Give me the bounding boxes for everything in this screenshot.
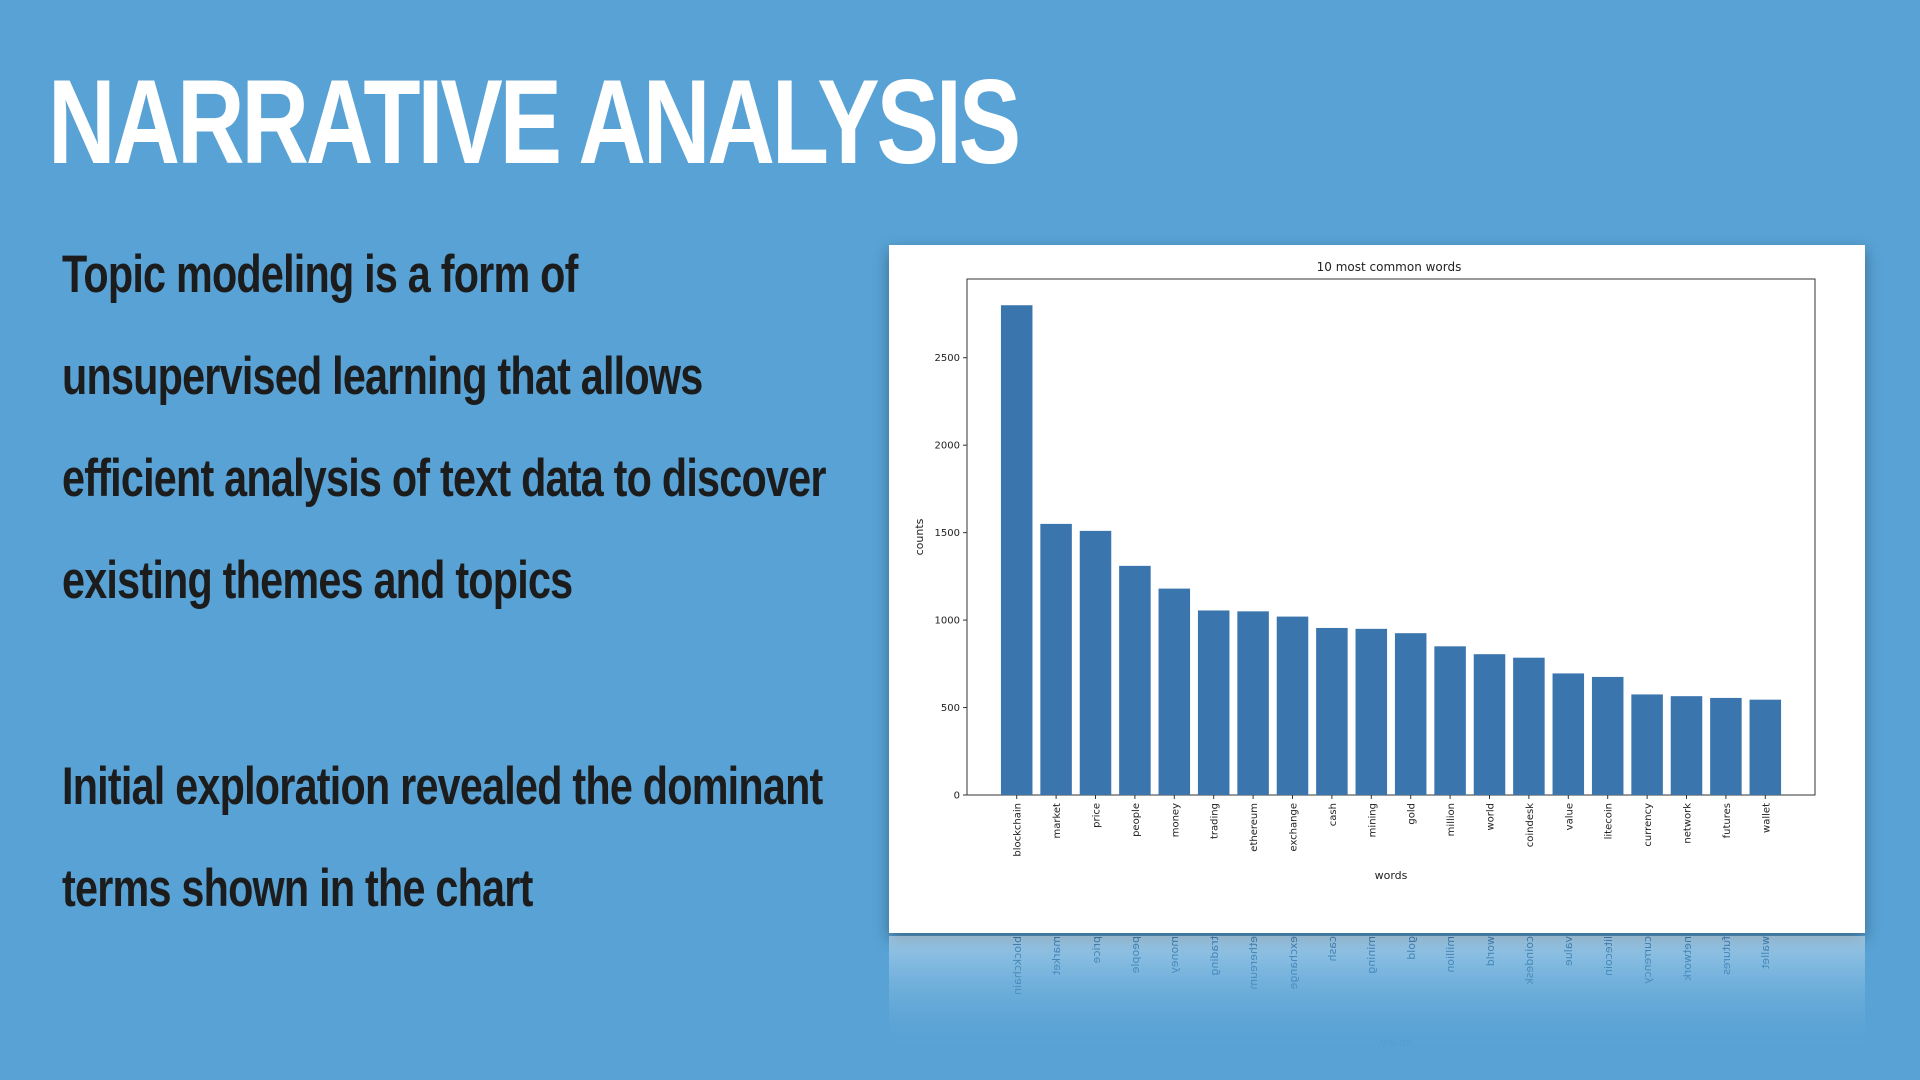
bar-ethereum (1237, 611, 1269, 795)
reflection-label-price: price (1089, 936, 1103, 964)
bar-coindesk (1513, 657, 1545, 795)
x-tick-label-price: price (1092, 803, 1103, 828)
bar-trading (1197, 610, 1230, 795)
x-tick-label-cash: cash (1328, 803, 1339, 826)
reflection-label-market: market (1050, 936, 1064, 976)
body-paragraph-initial-exploration: Initial exploration revealed the dominan… (62, 757, 823, 918)
reflection-label-million: million (1444, 936, 1458, 973)
reflection-label-mining: mining (1365, 936, 1379, 974)
x-tick-label-money: money (1170, 803, 1181, 837)
reflection-label-money: money (1168, 936, 1182, 974)
x-tick-label-trading: trading (1210, 803, 1221, 839)
reflection-label-blockchain: blockchain (1010, 936, 1024, 995)
reflection-label-futures: futures (1719, 936, 1733, 975)
y-tick-label-500: 500 (941, 703, 960, 714)
chart-title: 10 most common words (1317, 260, 1462, 274)
x-tick-label-value: value (1564, 803, 1575, 830)
bar-litecoin (1591, 676, 1624, 795)
x-tick-label-people: people (1131, 803, 1142, 837)
chart-reflection: blockchain market price people money trading e… (889, 936, 1865, 1056)
bar-cash (1316, 627, 1348, 795)
bar-network (1670, 696, 1703, 795)
bar-gold (1394, 633, 1427, 795)
bar-people (1119, 565, 1151, 795)
reflection-label-gold: gold (1404, 936, 1418, 960)
reflection-label-coindesk: coindesk (1522, 936, 1536, 985)
x-tick-label-network: network (1683, 803, 1694, 844)
y-tick-label-2500: 2500 (935, 353, 960, 364)
reflection-label-litecoin: litecoin (1601, 936, 1615, 976)
bar-million (1434, 646, 1466, 795)
y-axis: 0 500 1000 1500 2000 2500 (935, 353, 967, 802)
bar-currency (1631, 694, 1663, 795)
x-tick-label-futures: futures (1722, 803, 1733, 838)
x-tick-label-exchange: exchange (1289, 803, 1300, 852)
reflection-label-cash: cash (1325, 936, 1339, 962)
bar-price (1079, 530, 1112, 795)
reflection-label-people: people (1128, 936, 1142, 974)
bar-mining (1355, 628, 1388, 795)
y-tick-label-1000: 1000 (935, 616, 960, 627)
x-tick-label-gold: gold (1407, 803, 1418, 825)
x-tick-label-litecoin: litecoin (1604, 803, 1615, 839)
bar-futures (1710, 697, 1742, 795)
y-tick-label-2000: 2000 (935, 441, 960, 452)
x-tick-label-blockchain: blockchain (1013, 803, 1024, 857)
x-tick-label-mining: mining (1367, 803, 1378, 837)
bar-blockchain (1000, 305, 1033, 795)
y-tick-label-1500: 1500 (935, 528, 960, 539)
reflection-label-network: network (1680, 936, 1694, 981)
x-tick-label-world: world (1486, 803, 1497, 831)
reflection-label-wallet: wallet (1759, 936, 1773, 969)
reflection-label-trading: trading (1207, 936, 1221, 976)
bar-market (1040, 523, 1072, 795)
bar-value (1552, 673, 1585, 795)
x-tick-label-wallet: wallet (1761, 803, 1772, 833)
reflection-label-world: world (1483, 936, 1497, 967)
reflection-label-exchange: exchange (1286, 936, 1300, 990)
body-paragraph-topic-modeling: Topic modeling is a form of unsupervised… (62, 245, 826, 610)
x-axis-label: words (1375, 869, 1408, 882)
bar-exchange (1276, 616, 1309, 795)
bar-wallet (1749, 699, 1782, 795)
plot-frame (966, 278, 1816, 796)
x-tick-label-currency: currency (1643, 803, 1654, 847)
reflection-label-value: value (1562, 936, 1576, 967)
chart-panel: 10 most common words 0 500 1000 1500 2000 250… (889, 245, 1865, 933)
slide-title: NARRATIVE ANALYSIS (48, 55, 1021, 189)
bar-money (1158, 588, 1191, 795)
chart-reflection-inner: blockchain market price people money trading e… (889, 936, 1865, 1056)
bar-chart: 10 most common words 0 500 1000 1500 2000 250… (913, 260, 1816, 882)
reflection-label-ethereum: ethereum (1247, 936, 1261, 990)
x-tick-label-market: market (1052, 803, 1063, 839)
bars-group (1000, 305, 1782, 795)
y-tick-label-0: 0 (954, 791, 960, 802)
reflection-xlabel: words (1379, 1037, 1412, 1050)
x-tick-label-coindesk: coindesk (1525, 803, 1536, 847)
bar-world (1473, 654, 1506, 795)
reflection-label-currency: currency (1641, 936, 1655, 984)
x-axis: blockchain market price people money trading e… (1013, 795, 1772, 857)
y-axis-label: counts (913, 518, 926, 555)
x-tick-label-ethereum: ethereum (1249, 803, 1260, 852)
x-tick-label-million: million (1446, 803, 1457, 836)
